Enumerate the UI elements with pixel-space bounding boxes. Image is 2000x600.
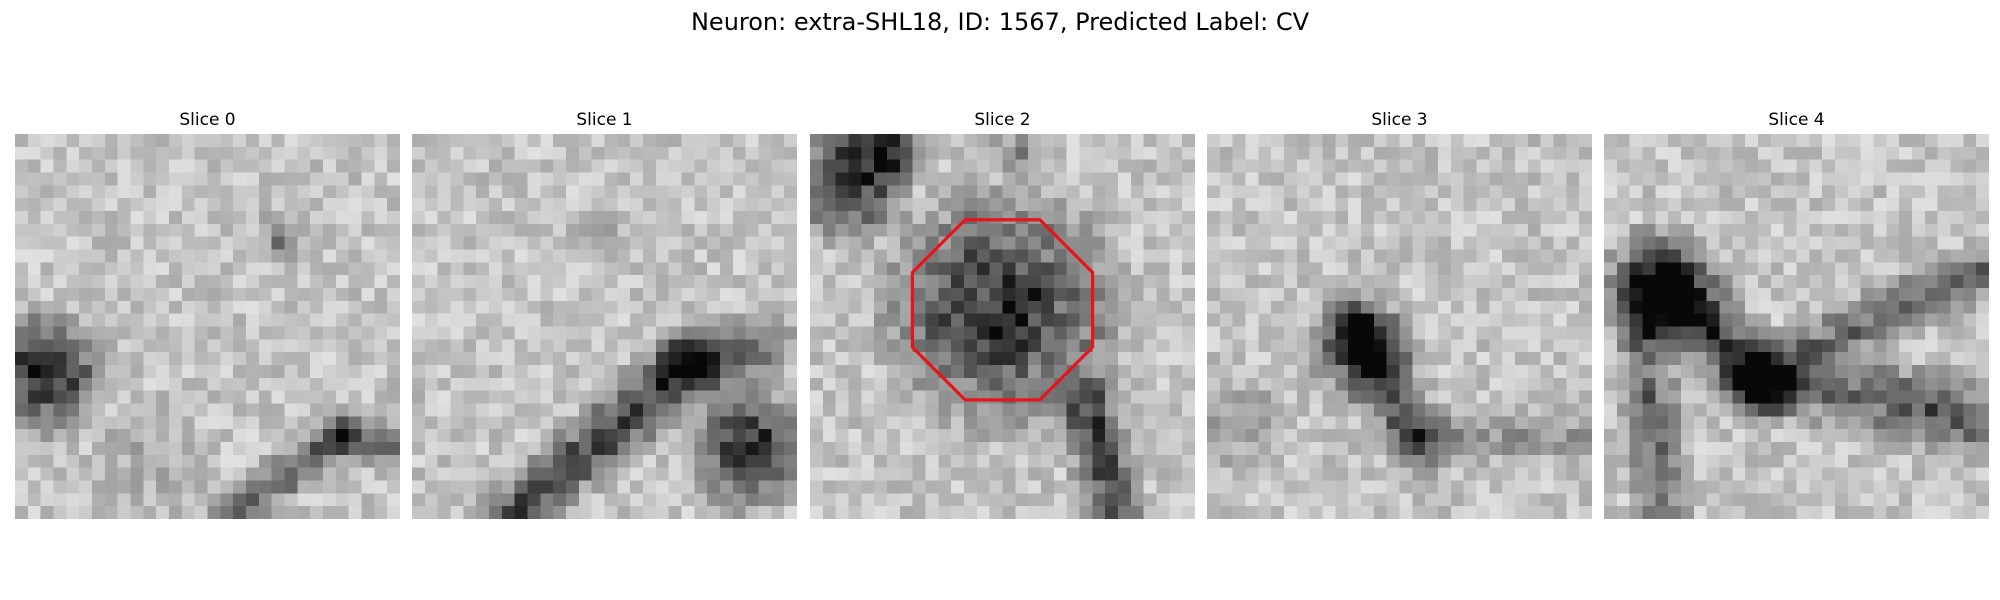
slice-image-4 [1604,134,1989,519]
slice-title-0: Slice 0 [179,110,236,130]
figure-title: Neuron: extra-SHL18, ID: 1567, Predicted… [690,8,1310,36]
slice-panel-4: Slice 4 [1604,110,1989,519]
slice-panel-3: Slice 3 [1207,110,1592,519]
slice-image-0 [15,134,400,519]
slice-panel-2: Slice 2 [810,110,1195,519]
slice-image-2 [810,134,1195,519]
roi-outline [910,218,1095,402]
slice-image-1 [412,134,797,519]
slice-title-2: Slice 2 [974,110,1031,130]
slice-panel-1: Slice 1 [412,110,797,519]
slice-title-4: Slice 4 [1768,110,1825,130]
slice-title-1: Slice 1 [576,110,633,130]
slice-image-3 [1207,134,1592,519]
slice-title-3: Slice 3 [1371,110,1428,130]
slice-panel-0: Slice 0 [15,110,400,519]
